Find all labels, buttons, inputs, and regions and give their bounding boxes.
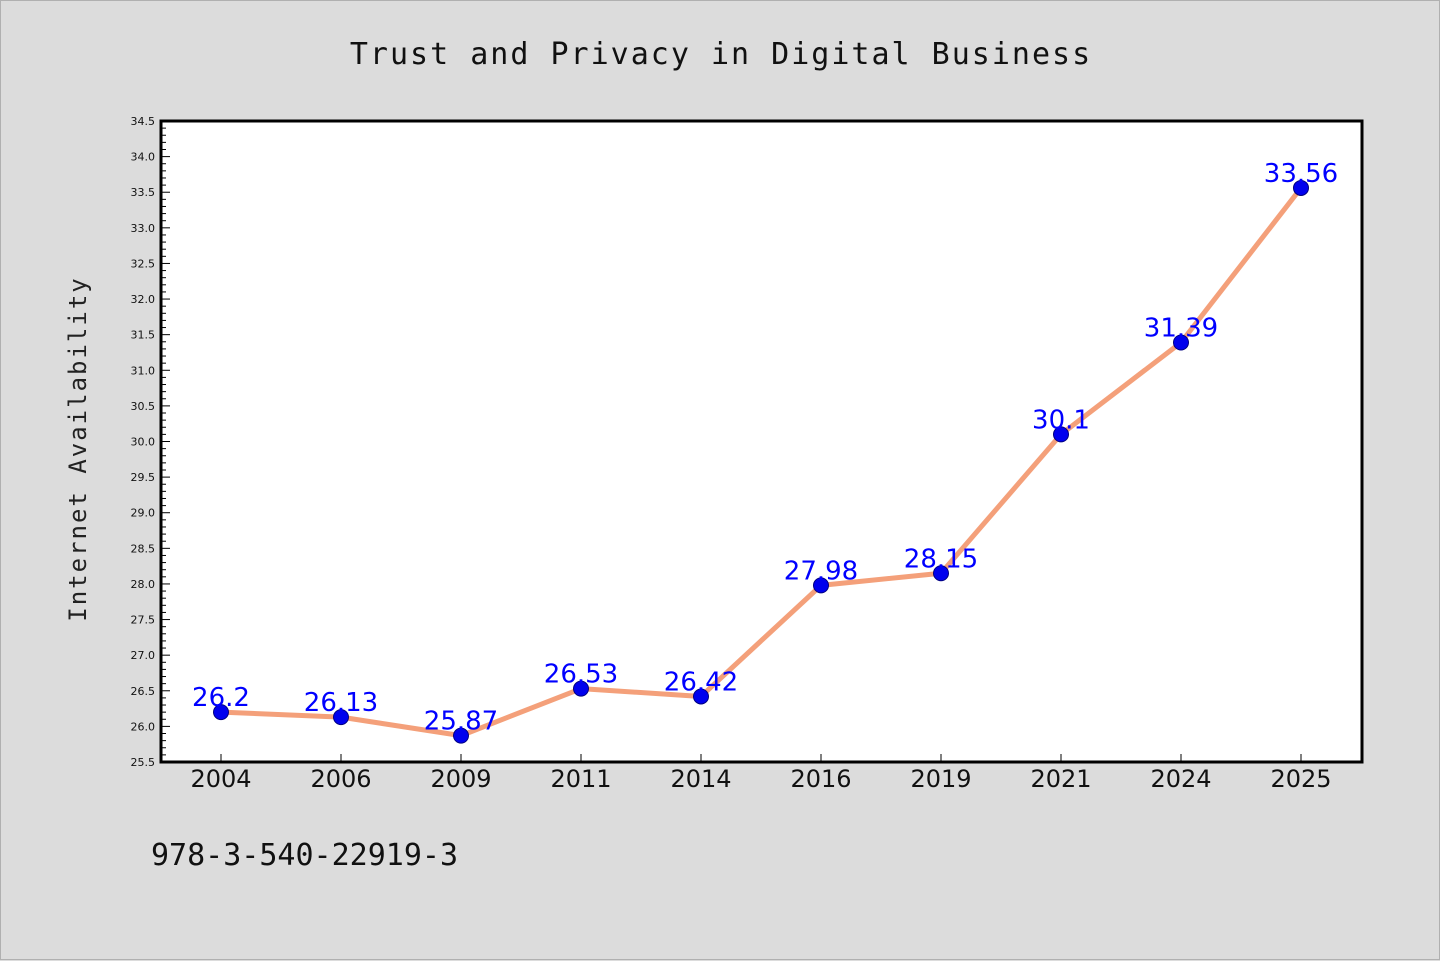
y-tick-label: 28.0 xyxy=(131,578,156,591)
data-value-label: 26.53 xyxy=(544,660,618,690)
x-axis-ticks: 2004 2006 2009 2011 2014 2016 2019 2021 2024 2025 xyxy=(190,754,1332,793)
x-tick-label: 2006 xyxy=(310,765,371,793)
y-tick-label: 27.0 xyxy=(131,649,156,662)
y-tick-label: 27.5 xyxy=(131,614,156,627)
data-value-label: 26.2 xyxy=(192,683,250,713)
y-tick-label: 33.5 xyxy=(131,186,156,199)
x-tick-label: 2009 xyxy=(430,765,491,793)
data-value-label: 33.56 xyxy=(1264,159,1338,189)
chart-title: Trust and Privacy in Digital Business xyxy=(350,37,1092,72)
data-point-marker xyxy=(1293,179,1309,196)
x-tick-label: 2011 xyxy=(550,765,611,793)
data-point-marker xyxy=(933,565,949,582)
data-point-marker xyxy=(1053,426,1069,443)
y-tick-label: 34.0 xyxy=(131,151,156,164)
y-tick-label: 29.5 xyxy=(131,471,156,484)
data-value-label: 26.42 xyxy=(664,667,738,697)
series-line xyxy=(220,186,1303,739)
data-value-label: 26.13 xyxy=(304,688,378,718)
plot-area xyxy=(159,119,1364,764)
y-tick-label: 29.0 xyxy=(131,507,156,520)
x-tick-label: 2016 xyxy=(790,765,851,793)
x-tick-label: 2025 xyxy=(1270,765,1331,793)
y-axis-label: Internet Availability xyxy=(64,276,92,621)
data-value-label: 25.87 xyxy=(424,707,498,737)
y-tick-label: 30.5 xyxy=(131,400,156,413)
data-value-label: 27.98 xyxy=(784,556,858,586)
y-tick-label: 34.5 xyxy=(131,115,156,128)
data-value-label: 31.39 xyxy=(1144,314,1218,344)
data-labels: 26.2 26.13 25.87 26.53 26.42 27.98 28.15 30.1 31… xyxy=(192,159,1338,737)
x-tick-label: 2019 xyxy=(910,765,971,793)
data-point-marker xyxy=(333,709,349,726)
y-axis-ticks: 25.5 26.0 26.5 27.0 27.5 28.0 28.5 29.0 29.5 30.0… xyxy=(131,115,170,769)
data-point-marker xyxy=(813,577,829,594)
data-point-marker xyxy=(1173,334,1189,351)
data-point-marker xyxy=(213,704,229,721)
y-tick-label: 26.0 xyxy=(131,720,156,733)
data-point-marker xyxy=(693,688,709,705)
y-tick-label: 26.5 xyxy=(131,685,156,698)
x-tick-label: 2004 xyxy=(190,765,251,793)
y-tick-label: 32.5 xyxy=(131,257,156,270)
data-value-label: 28.15 xyxy=(904,544,978,574)
y-tick-label: 28.5 xyxy=(131,542,156,555)
y-tick-label: 25.5 xyxy=(131,756,156,769)
y-tick-label: 33.0 xyxy=(131,222,156,235)
y-tick-label: 31.5 xyxy=(131,329,156,342)
x-tick-label: 2014 xyxy=(670,765,731,793)
x-tick-label: 2021 xyxy=(1030,765,1091,793)
series-line-group xyxy=(220,186,1303,739)
y-tick-label: 31.0 xyxy=(131,364,156,377)
data-point-marker xyxy=(573,680,589,697)
footnote-isbn: 978-3-540-22919-3 xyxy=(151,838,458,873)
data-point-marker xyxy=(453,727,469,744)
y-tick-label: 32.0 xyxy=(131,293,156,306)
data-value-label: 30.1 xyxy=(1032,405,1090,435)
x-tick-label: 2024 xyxy=(1150,765,1211,793)
y-tick-label: 30.0 xyxy=(131,436,156,449)
data-markers xyxy=(213,179,1309,744)
